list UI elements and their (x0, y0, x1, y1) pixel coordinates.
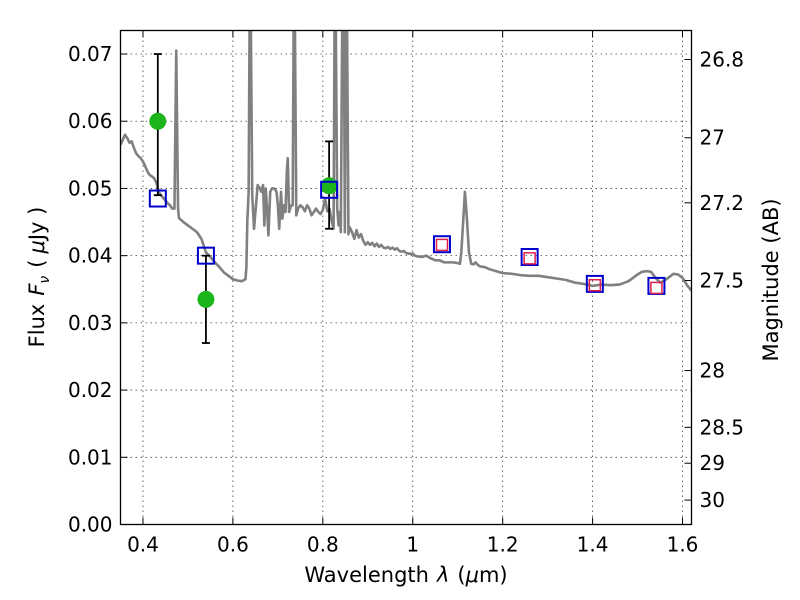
y-tick-label: 0.06 (68, 109, 113, 133)
model-flux-square (520, 248, 539, 267)
mag-tick-label: 28 (700, 359, 725, 383)
x-tick-label: 0.8 (307, 533, 339, 557)
observed-point (320, 177, 338, 195)
model-flux-square (585, 274, 604, 293)
plot-layer (120, 30, 692, 292)
model-flux-square (320, 180, 339, 199)
y-tick-label: 0.02 (68, 378, 113, 402)
x-tick-label: 1.6 (667, 533, 699, 557)
model-flux-square (196, 246, 215, 265)
mag-tick-label: 27.2 (700, 191, 745, 215)
mag-tick-label: 29 (700, 451, 725, 475)
observed-point (197, 290, 215, 308)
nir-flux-square (588, 278, 602, 292)
mag-tick-label: 30 (700, 488, 725, 512)
y-tick-label: 0.00 (68, 513, 113, 537)
mag-tick-label: 28.5 (700, 415, 745, 439)
y-tick-label: 0.03 (68, 311, 113, 335)
y-tick-label: 0.01 (68, 445, 113, 469)
observed-point (149, 112, 167, 130)
x-tick-label: 1.4 (577, 533, 609, 557)
nir-flux-square (435, 238, 449, 252)
plot-frame (119, 29, 693, 526)
grid-layer (120, 30, 692, 525)
x-tick-label: 1 (406, 533, 419, 557)
y-tick-label: 0.05 (68, 176, 113, 200)
y-axis-label: FluxFν(μJy ) (25, 207, 53, 348)
nir-flux-square (523, 252, 536, 265)
tick-layer: 0.4 0.6 0.8 1 1.2 1.4 1.6 0.00 0.01 0.02 0.03 0.04 0… (68, 30, 745, 557)
x-axis-label: Wavelength λ (μm) (304, 563, 507, 587)
mag-tick-label: 26.8 (700, 48, 745, 72)
model-flux-square (148, 189, 167, 208)
mag-tick-label: 27 (700, 126, 725, 150)
x-tick-label: 0.4 (127, 533, 159, 557)
model-flux-square (432, 235, 451, 254)
x-tick-label: 1.2 (487, 533, 519, 557)
y-tick-label: 0.07 (68, 42, 113, 66)
right-axis-label: Magnitude (AB) (759, 198, 783, 361)
nir-flux-square (650, 281, 663, 295)
marker-layer (148, 53, 666, 344)
mag-tick-label: 27.5 (700, 268, 745, 292)
sed-model-line (120, 30, 692, 292)
y-tick-label: 0.04 (68, 244, 113, 268)
x-tick-label: 0.6 (217, 533, 249, 557)
